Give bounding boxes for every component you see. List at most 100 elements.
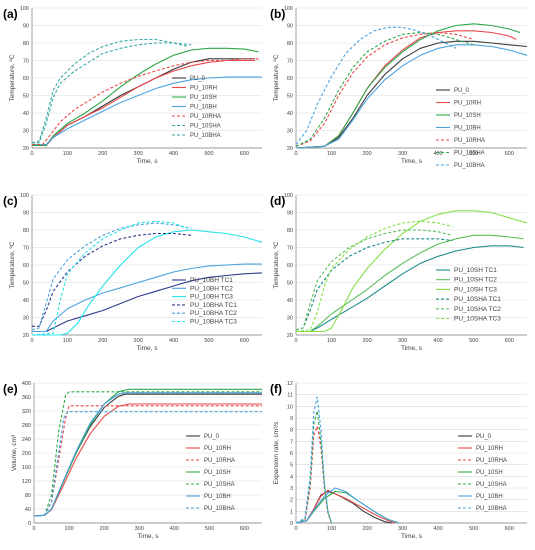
x-axis-title: Time, s xyxy=(136,345,158,352)
series-line-0 xyxy=(295,490,393,524)
chart-panel-1: (b) 20 30 40 50 60 70 80 90 100 0 100 200 300 400 500 60… xyxy=(270,6,528,169)
y-tick-label: 5 xyxy=(290,463,293,469)
series-line-3 xyxy=(32,76,262,146)
y-tick-label: 12 xyxy=(287,381,293,387)
x-tick-label: 0 xyxy=(294,338,297,344)
series-line-4 xyxy=(31,222,192,331)
chart-panel-0: (a) 20 30 40 50 60 70 80 90 100 0 100 200 300 400 500 60… xyxy=(3,6,262,165)
x-tick-label: 100 xyxy=(327,338,336,344)
y-axis-title: Temperature, ºC xyxy=(273,241,280,288)
series-line-1 xyxy=(32,59,255,146)
y-tick-label: 80 xyxy=(23,228,29,234)
series-line-0 xyxy=(295,40,528,149)
y-tick-label: 50 xyxy=(287,94,293,100)
x-tick-label: 200 xyxy=(98,151,107,157)
x-axis-title: Time, s xyxy=(401,345,423,352)
x-tick-label: 500 xyxy=(204,338,213,344)
series-line-6 xyxy=(295,26,457,145)
chart-panel-3: (d) 20 30 40 50 60 70 80 90 100 0 100 200 300 400 500 60… xyxy=(270,193,528,352)
legend-entry: PU_10RHA xyxy=(454,138,485,144)
x-tick-label: 100 xyxy=(64,526,73,532)
y-tick-label: 70 xyxy=(287,59,293,65)
series-line-5 xyxy=(295,220,453,333)
x-tick-label: 600 xyxy=(240,526,249,532)
y-axis-title: Expansion rate, cm³/s xyxy=(273,421,280,485)
x-tick-label: 100 xyxy=(327,151,336,157)
x-tick-label: 600 xyxy=(505,526,514,532)
x-tick-label: 500 xyxy=(469,526,478,532)
legend-entry: PU_0 xyxy=(454,88,470,94)
legend-entry: PU_10RH xyxy=(204,446,231,452)
y-tick-label: 40 xyxy=(23,298,29,304)
series-line-5 xyxy=(31,38,188,144)
y-tick-label: 90 xyxy=(287,24,293,30)
x-tick-label: 300 xyxy=(135,526,144,532)
legend-entry: PU_10BHA xyxy=(204,506,235,512)
x-tick-label: 200 xyxy=(362,338,371,344)
y-tick-label: 0 xyxy=(28,521,31,527)
y-tick-label: 20 xyxy=(287,333,293,339)
y-tick-label: 90 xyxy=(23,24,29,30)
y-tick-label: 1 xyxy=(290,509,293,515)
series-line-6 xyxy=(32,42,192,144)
y-tick-label: 40 xyxy=(287,111,293,117)
legend-entry: PU_10SHA TC3 xyxy=(454,316,501,323)
series-line-4 xyxy=(295,31,474,147)
legend-entry: PU_10RHA xyxy=(190,114,221,120)
y-tick-label: 30 xyxy=(287,129,293,135)
y-tick-label: 2 xyxy=(290,498,293,504)
y-tick-label: 60 xyxy=(23,263,29,269)
series-line-2 xyxy=(295,425,333,524)
series-line-5 xyxy=(295,487,400,524)
y-tick-label: 9 xyxy=(290,416,293,422)
legend-entry: PU_10SHA xyxy=(190,124,221,130)
y-tick-label: 60 xyxy=(23,76,29,82)
y-tick-label: 320 xyxy=(22,409,31,415)
y-tick-label: 30 xyxy=(287,316,293,322)
series-line-1 xyxy=(32,263,262,333)
y-tick-label: 90 xyxy=(23,211,29,217)
legend: PU_0 PU_10RH PU_10RHA PU_10SH PU_10SHA PU_10B… xyxy=(186,434,235,512)
legend-entry: PU_10SHA xyxy=(476,482,507,488)
y-tick-label: 100 xyxy=(20,6,29,12)
series-line-3 xyxy=(32,232,192,327)
y-tick-label: 8 xyxy=(290,428,293,434)
x-tick-label: 100 xyxy=(63,151,72,157)
x-tick-label: 400 xyxy=(434,526,443,532)
legend-entry: PU_10BH xyxy=(476,494,503,500)
legend-entry: PU_10SHA TC2 xyxy=(454,306,501,313)
series-line-6 xyxy=(33,411,262,517)
series-line-5 xyxy=(295,31,474,147)
y-tick-label: 60 xyxy=(287,263,293,269)
series-line-0 xyxy=(32,272,263,333)
legend-entry: PU_10SH TC2 xyxy=(454,277,497,284)
x-tick-label: 600 xyxy=(240,338,249,344)
chart-panel-2: (c) 20 30 40 50 60 70 80 90 100 0 100 200 300 400 500 60… xyxy=(3,193,263,352)
series-line-1 xyxy=(296,234,524,333)
panel-label: (f) xyxy=(270,382,282,396)
y-tick-label: 70 xyxy=(23,246,29,252)
panel-label: (d) xyxy=(270,194,285,208)
y-tick-label: 30 xyxy=(23,316,29,322)
x-tick-label: 400 xyxy=(170,526,179,532)
y-tick-label: 40 xyxy=(23,111,29,117)
x-tick-label: 0 xyxy=(30,151,33,157)
panel-label: (e) xyxy=(3,382,18,396)
legend-entry: PU_10SH xyxy=(454,113,481,119)
x-tick-label: 400 xyxy=(169,151,178,157)
legend-entry: PU_10BH TC1 xyxy=(190,277,233,284)
y-tick-label: 50 xyxy=(23,281,29,287)
legend-entry: PU_10RH xyxy=(190,86,217,92)
x-axis-title: Time, s xyxy=(401,533,423,540)
legend-entry: PU_10BHA xyxy=(476,506,507,512)
y-tick-label: 7 xyxy=(290,439,293,445)
x-axis-title: Time, s xyxy=(401,158,423,165)
y-tick-label: 10 xyxy=(287,404,293,410)
x-tick-label: 300 xyxy=(398,151,407,157)
legend-entry: PU_10RHA xyxy=(476,458,507,464)
y-tick-label: 360 xyxy=(22,395,31,401)
legend: PU_10SH TC1 PU_10SH TC2 PU_10SH TC3 PU_10SH… xyxy=(436,267,501,323)
x-tick-label: 0 xyxy=(32,526,35,532)
legend-entry: PU_10BHA xyxy=(190,133,221,139)
